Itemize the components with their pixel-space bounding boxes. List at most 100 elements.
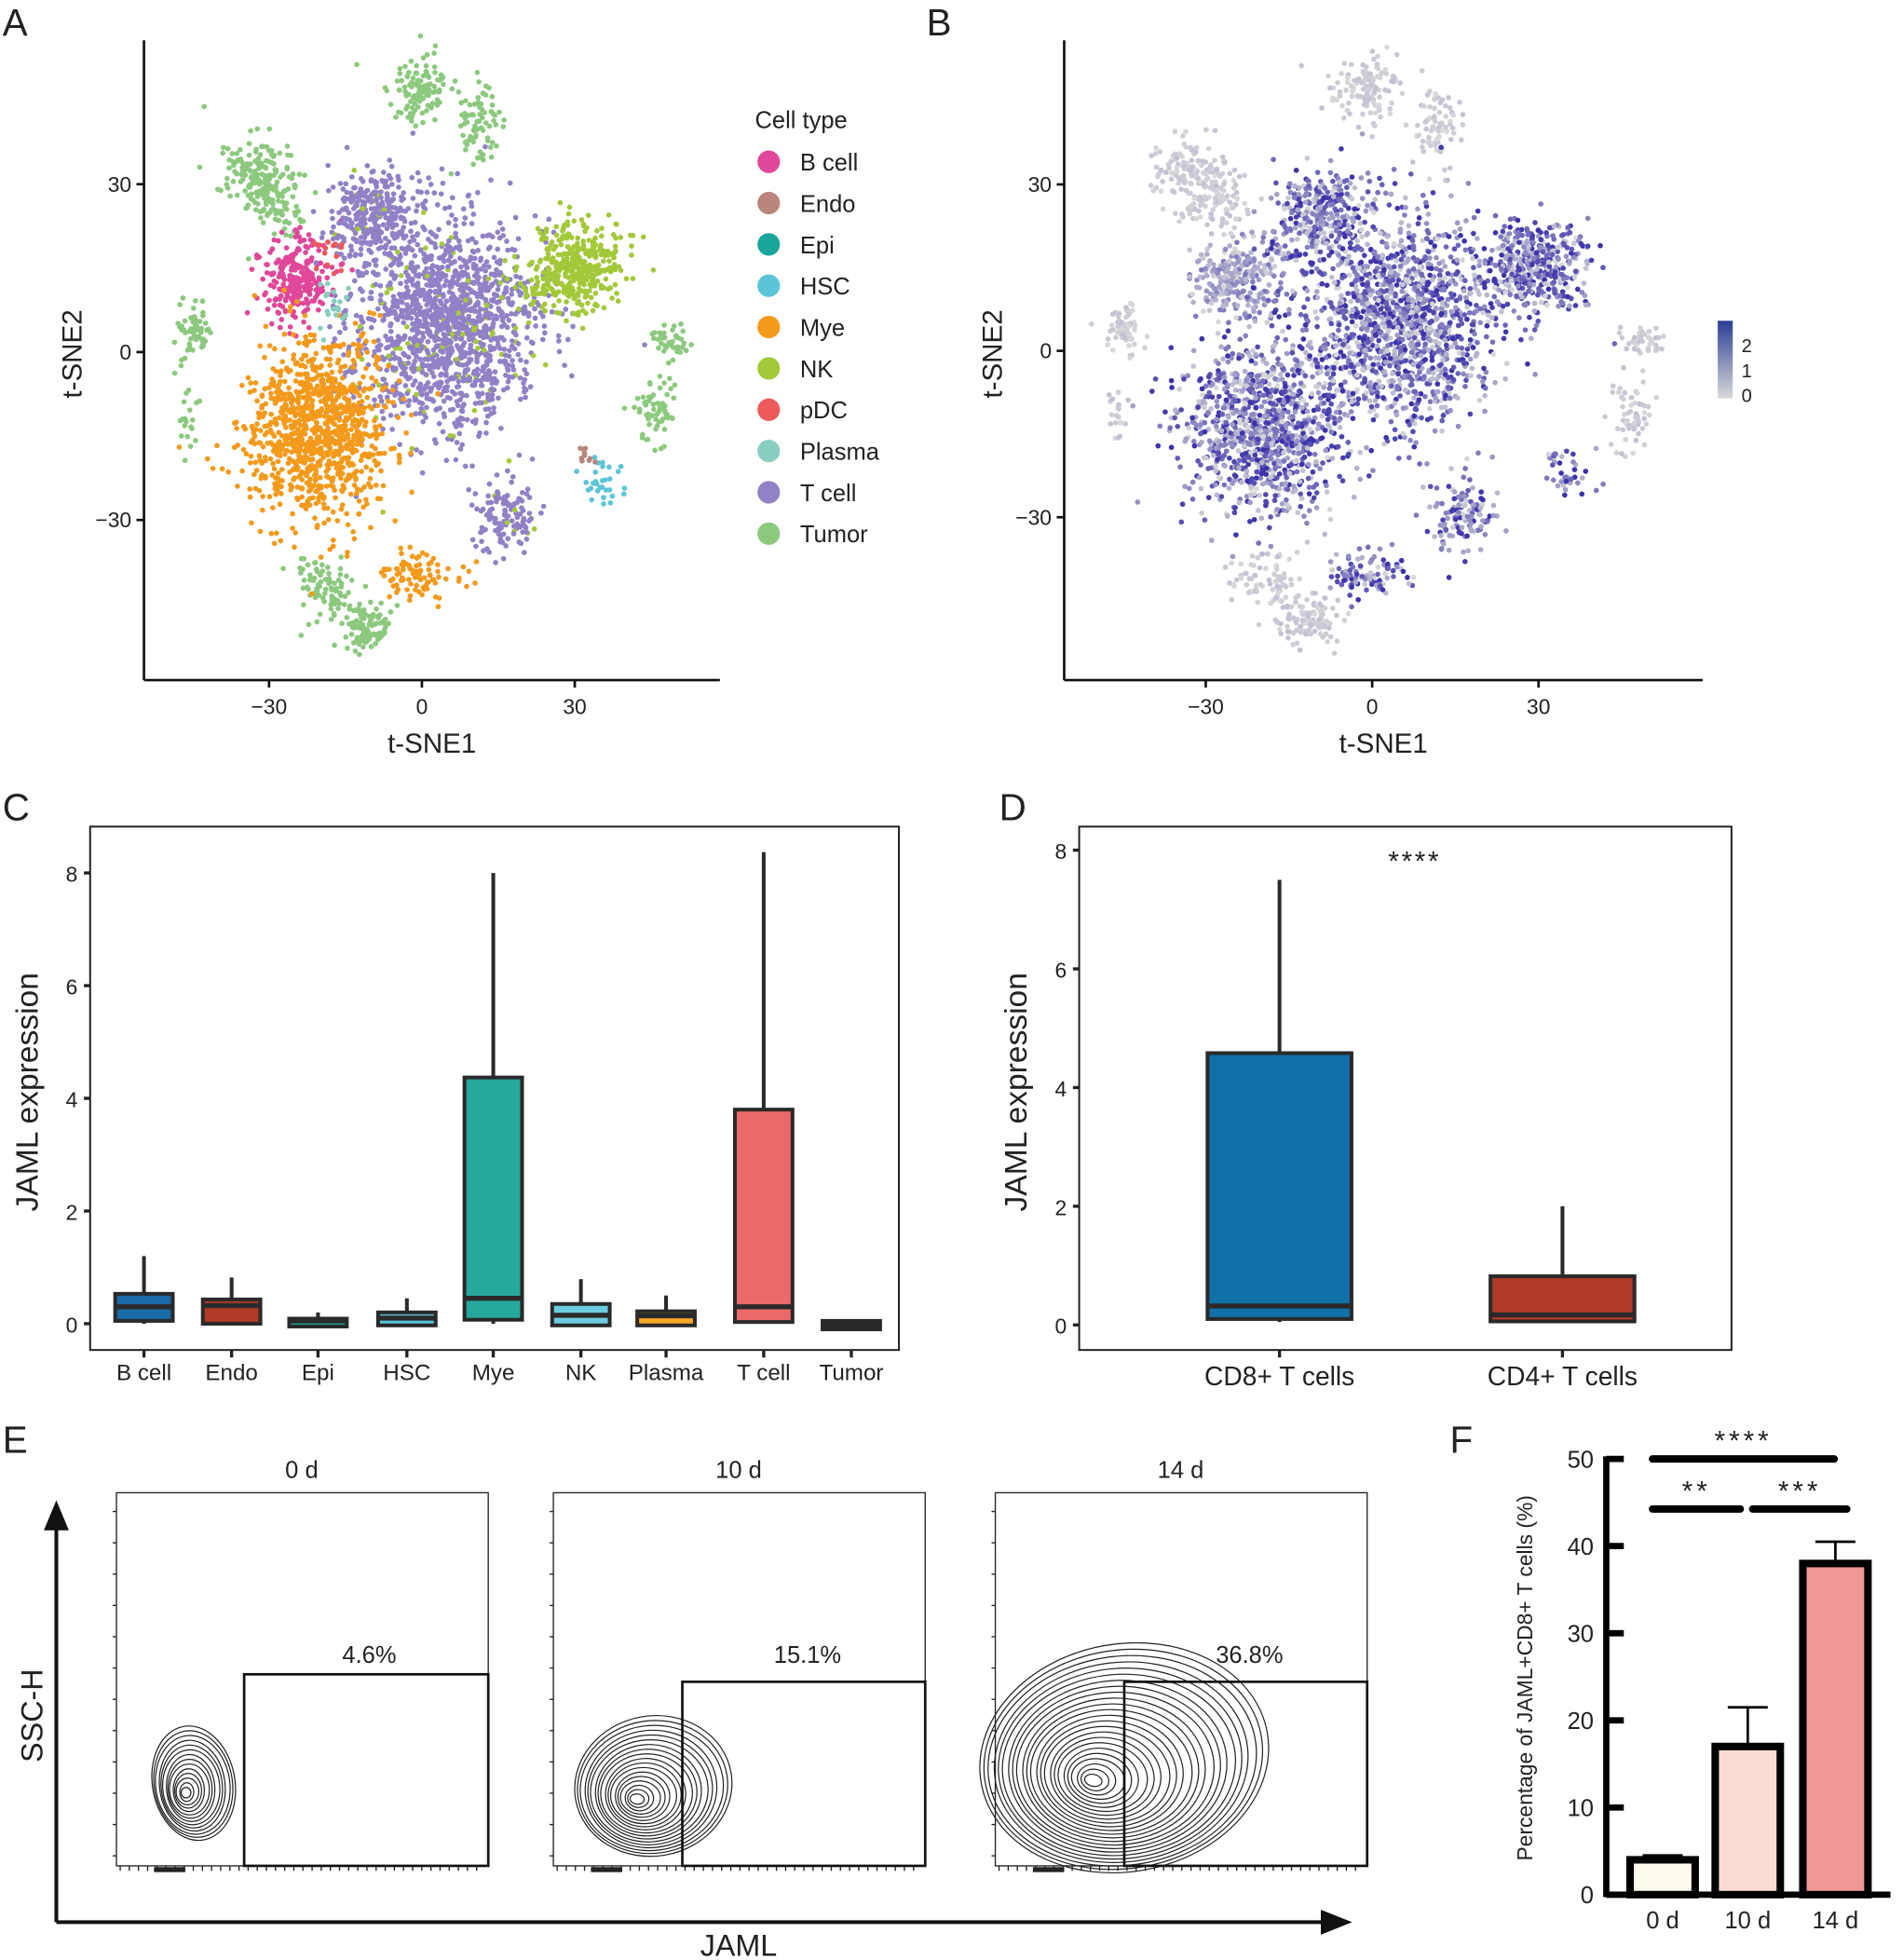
scatter-point xyxy=(473,559,480,565)
scatter-point xyxy=(493,560,498,565)
scatter-point xyxy=(400,410,406,416)
scatter-point xyxy=(247,486,252,492)
scatter-point xyxy=(486,394,493,401)
scatter-point xyxy=(378,238,384,244)
scatter-point xyxy=(1207,164,1214,170)
scatter-point xyxy=(448,170,455,177)
scatter-point xyxy=(1219,216,1226,222)
scatter-point xyxy=(469,502,475,509)
scatter-point xyxy=(377,297,384,304)
scatter-point xyxy=(267,249,273,255)
scatter-point xyxy=(1434,136,1440,143)
scatter-point xyxy=(347,606,352,612)
scatter-point xyxy=(460,132,466,139)
scatter-point xyxy=(650,402,657,407)
scatter-point xyxy=(601,305,607,311)
scatter-point xyxy=(347,291,354,297)
scatter-point xyxy=(312,240,318,247)
scatter-point xyxy=(1258,196,1264,202)
scatter-point xyxy=(559,252,565,258)
scatter-point xyxy=(301,270,307,277)
scatter-point xyxy=(484,413,491,419)
scatter-point xyxy=(330,538,336,543)
scatter-point xyxy=(311,332,318,338)
scatter-point xyxy=(505,513,511,519)
scatter-point xyxy=(261,206,267,212)
scatter-point xyxy=(1369,133,1375,140)
scatter-point xyxy=(267,456,274,462)
scatter-point xyxy=(534,275,540,280)
scatter-point xyxy=(469,199,474,206)
scatter-point xyxy=(358,235,364,240)
scatter-point xyxy=(376,423,383,429)
scatter-point xyxy=(428,182,434,187)
scatter-point xyxy=(359,615,364,621)
scatter-point xyxy=(532,306,537,312)
scatter-point xyxy=(342,325,348,332)
scatter-point xyxy=(210,465,216,471)
scatter-point xyxy=(275,470,281,476)
legend-swatch xyxy=(757,440,781,463)
scatter-point xyxy=(413,70,419,76)
scatter-point xyxy=(235,483,240,489)
scatter-point xyxy=(350,341,357,347)
scatter-point xyxy=(494,378,500,385)
scatter-point xyxy=(688,342,695,347)
scatter-point xyxy=(483,143,488,150)
scatter-point xyxy=(345,522,351,528)
scatter-point xyxy=(501,337,507,343)
scatter-point xyxy=(324,262,331,268)
scatter-point xyxy=(1174,156,1180,161)
scatter-point xyxy=(268,390,274,397)
scatter-point xyxy=(452,374,458,380)
scatter-point xyxy=(356,353,361,360)
scatter-point xyxy=(432,43,439,49)
scatter-point xyxy=(374,402,381,409)
scatter-point xyxy=(549,285,554,292)
scatter-point xyxy=(186,343,193,349)
scatter-point xyxy=(380,201,386,208)
scatter-point xyxy=(497,536,504,542)
scatter-point xyxy=(436,88,442,95)
scatter-point xyxy=(1176,219,1182,225)
scatter-point xyxy=(424,347,430,354)
scatter-point xyxy=(382,85,388,91)
scatter-point xyxy=(266,126,273,132)
scatter-point xyxy=(298,372,304,377)
scatter-point xyxy=(199,298,206,305)
scatter-point xyxy=(288,431,294,438)
scatter-point xyxy=(309,389,316,396)
scatter-point xyxy=(480,157,486,163)
scatter-point xyxy=(248,128,253,134)
scatter-point xyxy=(545,266,551,272)
scatter-point xyxy=(1387,111,1393,116)
scatter-point xyxy=(436,311,442,318)
scatter-point xyxy=(430,374,437,379)
scatter-point xyxy=(552,243,559,250)
scatter-point xyxy=(1191,196,1197,201)
scatter-point xyxy=(383,214,388,221)
legend-swatch xyxy=(757,481,781,504)
scatter-point xyxy=(349,266,355,273)
scatter-point xyxy=(435,390,441,397)
scatter-point xyxy=(318,554,324,560)
scatter-point xyxy=(1199,200,1205,207)
legend-item: HSC xyxy=(800,274,850,300)
scatter-point xyxy=(605,211,612,218)
scatter-point xyxy=(659,401,665,407)
scatter-point xyxy=(460,564,467,570)
scatter-point xyxy=(314,619,320,625)
scatter-point xyxy=(430,555,437,562)
scatter-point xyxy=(314,568,320,575)
scatter-point xyxy=(362,611,368,618)
scatter-point xyxy=(336,601,343,606)
scatter-point xyxy=(523,387,529,393)
scatter-point xyxy=(245,374,251,381)
scatter-point xyxy=(268,530,275,537)
scatter-point xyxy=(543,255,549,262)
scatter-point xyxy=(446,325,452,332)
scatter-point xyxy=(303,250,308,255)
scatter-point xyxy=(642,342,647,347)
scatter-point xyxy=(374,306,381,312)
scatter-point xyxy=(368,192,374,198)
